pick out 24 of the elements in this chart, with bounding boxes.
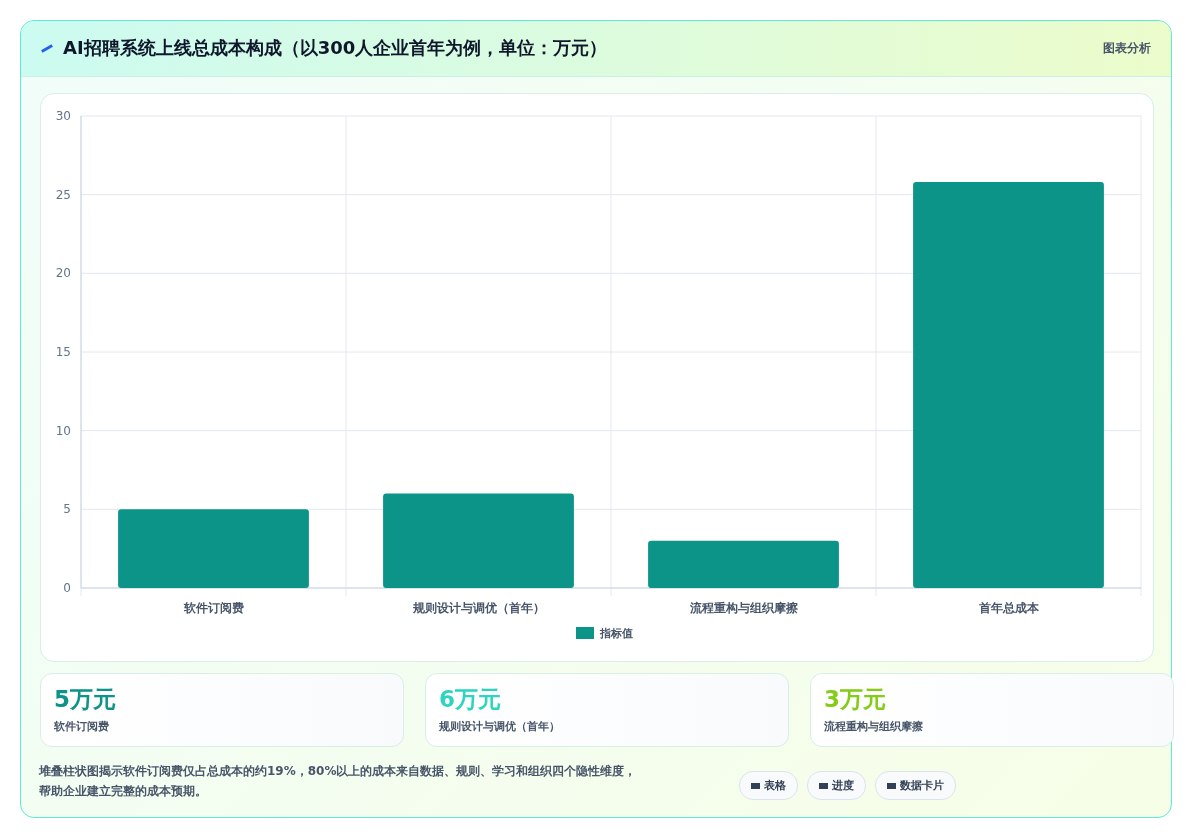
y-tick-label: 25 (55, 187, 71, 202)
y-tick-label: 15 (55, 345, 71, 359)
y-tick-label: 0 (63, 581, 71, 595)
y-tick-label: 10 (55, 423, 71, 438)
x-tick-label: 软件订阅费 (182, 601, 244, 615)
text: 规则设计与调优（首年） (439, 719, 560, 734)
x-tick-label: 流程重构与组织摩擦 (688, 601, 799, 615)
x-tick-label: 规则设计与调优（首年） (411, 601, 545, 615)
text: 数据卡片 (900, 779, 944, 792)
x-tick-label: 首年总成本 (977, 601, 1040, 615)
text: 3万元 (824, 685, 887, 714)
legend-label: 指标值 (599, 627, 633, 640)
y-tick-label: 5 (63, 502, 71, 517)
text: 表格 (764, 779, 786, 792)
title: AI招聘系统上线总成本构成（以300人企业首年为例，单位：万元） (63, 36, 608, 60)
text: 软件订阅费 (54, 719, 109, 734)
text: 流程重构与组织摩擦 (824, 719, 923, 734)
text: 5万元 (54, 685, 117, 714)
text: 6万元 (439, 685, 502, 714)
y-tick-label: 30 (55, 109, 71, 123)
text: 进度 (832, 779, 854, 792)
text: 图表分析 (1103, 40, 1151, 57)
y-tick-label: 20 (55, 266, 71, 281)
text: 堆叠柱状图揭示软件订阅费仅占总成本的约19%，80%以上的成本来自数据、规则、学习和组织四个隐性维度，帮助企业建立完整的成本预期。 (39, 763, 638, 800)
